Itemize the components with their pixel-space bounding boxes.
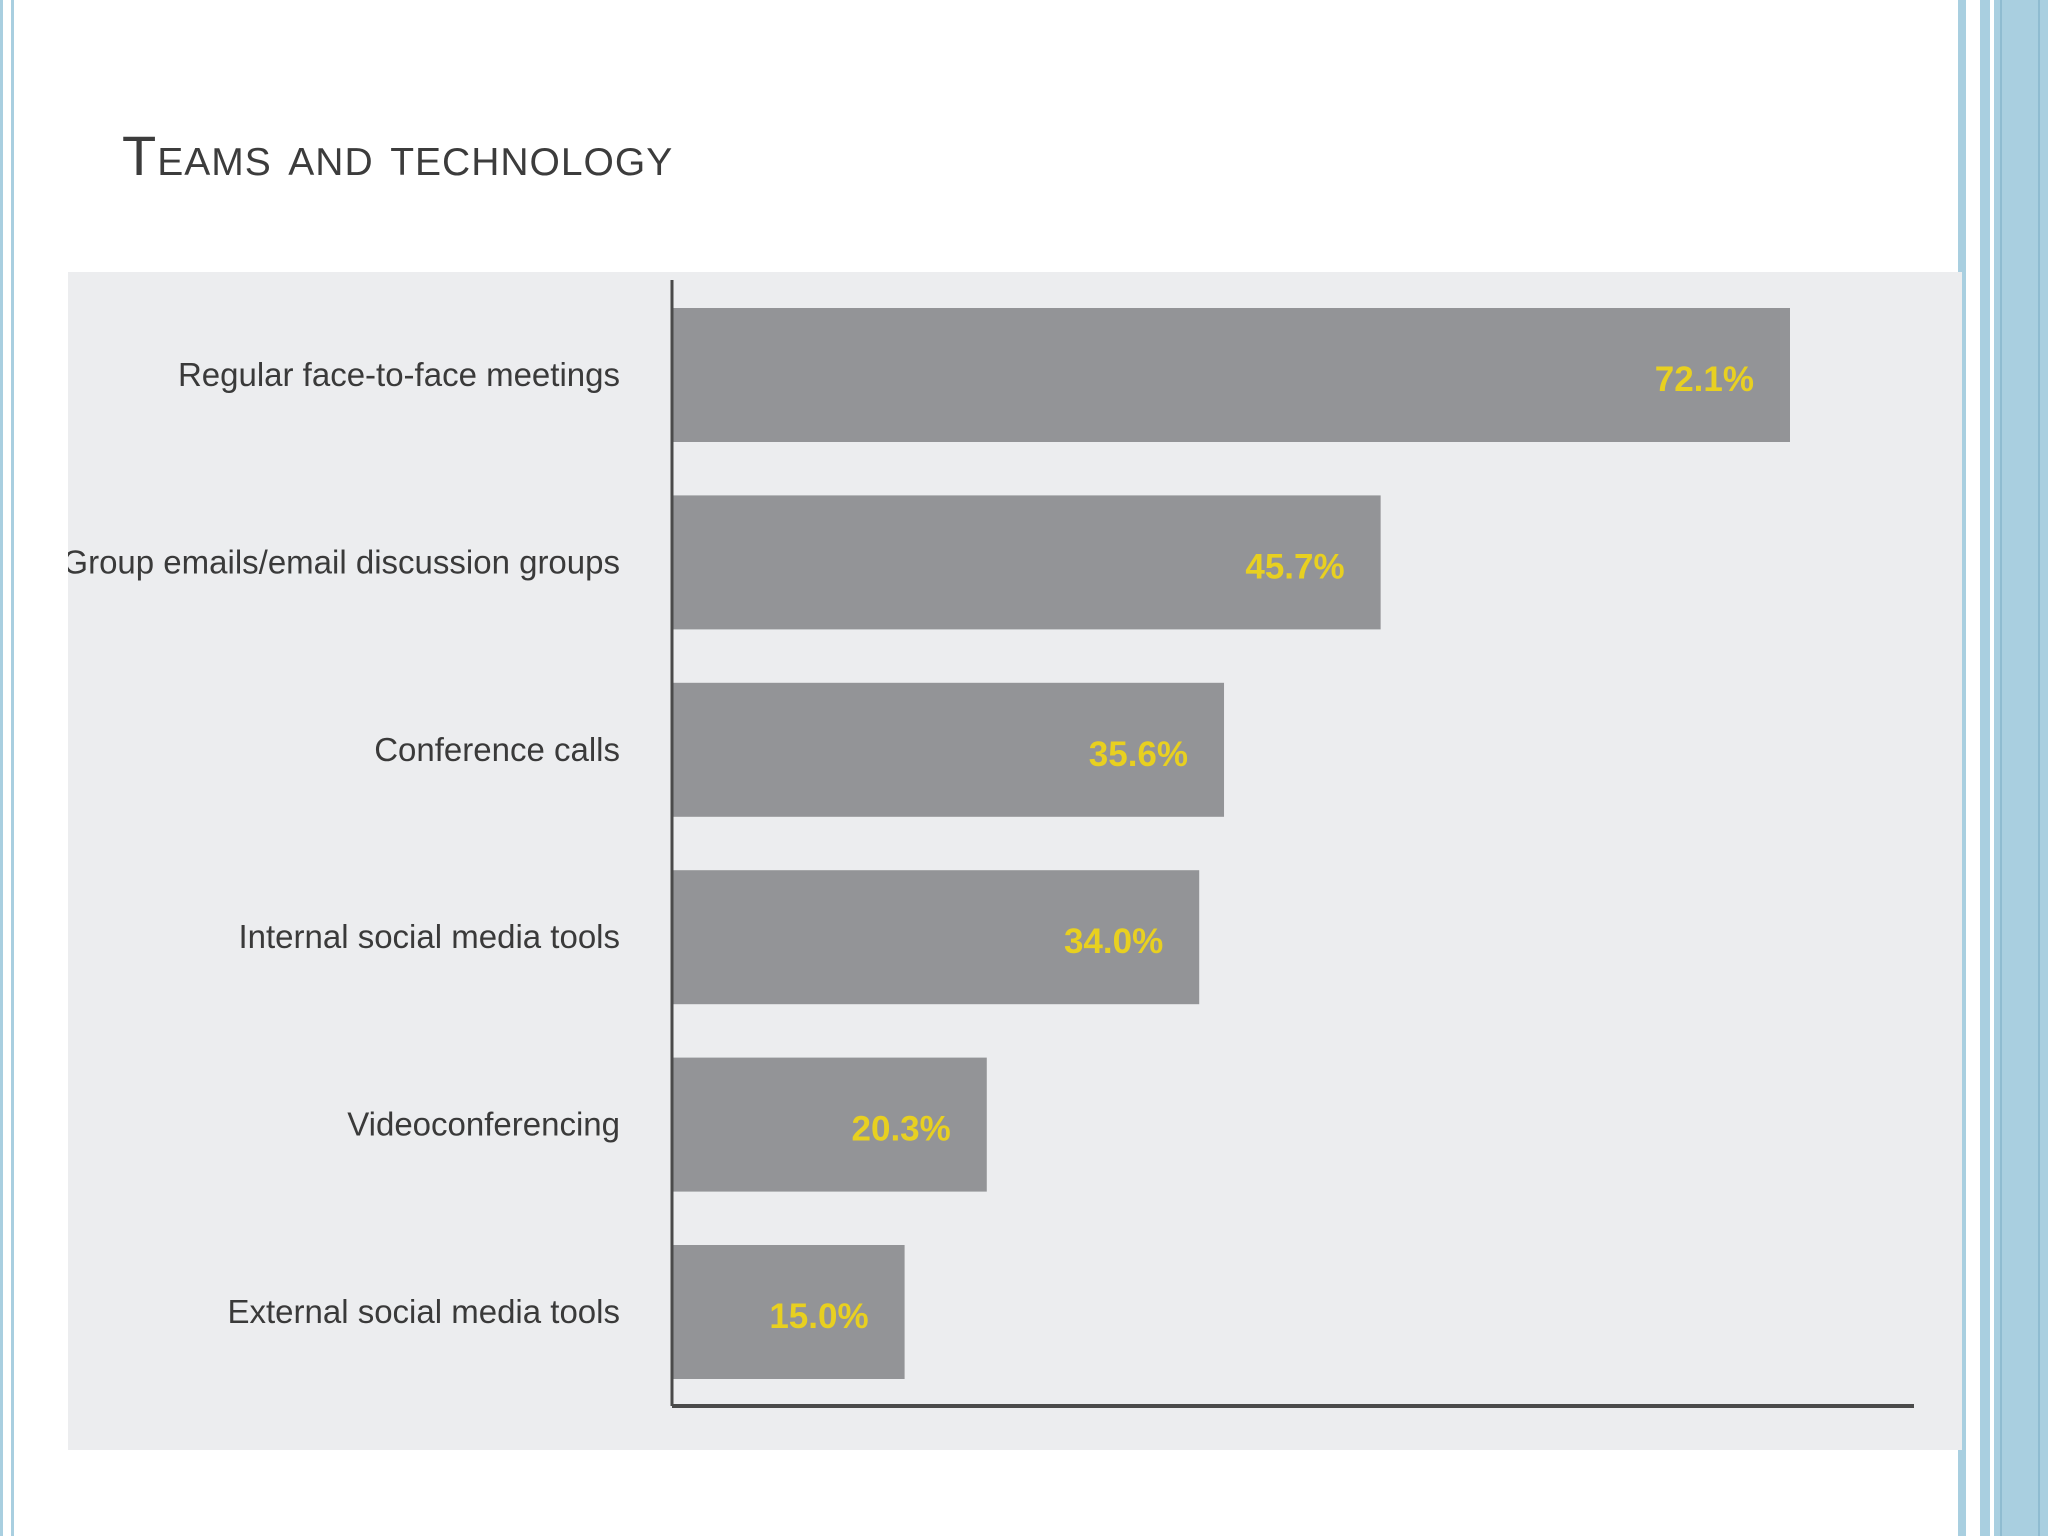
value-label: 15.0% <box>769 1297 868 1336</box>
value-label: 35.6% <box>1089 735 1188 774</box>
bar <box>672 1057 987 1192</box>
bar <box>672 682 1225 817</box>
bar <box>672 1245 905 1379</box>
category-label: External social media tools <box>227 1293 620 1330</box>
category-label: Videoconferencing <box>347 1106 620 1143</box>
bar <box>672 308 1790 442</box>
category-label: Internal social media tools <box>238 918 620 955</box>
value-label: 72.1% <box>1655 360 1754 399</box>
right-decorative-stripes <box>1958 0 2048 1536</box>
bar-chart: Regular face-to-face meetings 72.1% Group … <box>68 280 1914 1408</box>
left-border-line <box>11 0 14 1536</box>
slide-title: Teams and technology <box>122 124 674 187</box>
category-label: Group emails/email discussion groups <box>68 543 620 580</box>
category-label: Regular face-to-face meetings <box>178 356 620 393</box>
value-label: 20.3% <box>852 1110 951 1149</box>
category-label: Conference calls <box>374 731 620 768</box>
chart-panel: Regular face-to-face meetings 72.1% Group … <box>68 272 1962 1450</box>
left-border-line <box>0 0 3 1536</box>
bar <box>672 870 1200 1005</box>
bar <box>672 495 1381 630</box>
value-label: 45.7% <box>1245 547 1344 586</box>
value-label: 34.0% <box>1064 922 1163 961</box>
